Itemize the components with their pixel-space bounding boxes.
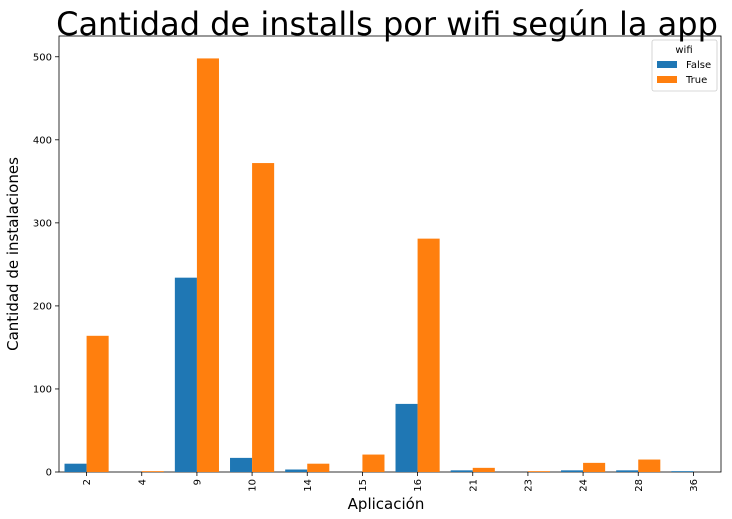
bar-true-9 bbox=[196, 58, 219, 473]
x-tick-label: 15 bbox=[358, 479, 369, 492]
bars-group bbox=[64, 58, 694, 473]
bar-true-14 bbox=[307, 463, 330, 472]
legend-label-true: True bbox=[685, 75, 707, 86]
x-axis: 2 4 9 10 14 15 16 21 23 24 28 36 bbox=[82, 472, 700, 492]
x-tick-label: 4 bbox=[137, 479, 148, 485]
x-tick-label: 23 bbox=[523, 479, 534, 492]
x-axis-label: Aplicación bbox=[348, 495, 425, 513]
x-tick-label: 21 bbox=[468, 479, 479, 492]
y-tick-label: 300 bbox=[33, 218, 52, 229]
legend-label-false: False bbox=[686, 60, 711, 71]
bar-true-10 bbox=[252, 163, 275, 472]
y-tick-label: 200 bbox=[33, 301, 52, 312]
y-tick-label: 400 bbox=[33, 135, 52, 146]
bar-false-10 bbox=[230, 457, 253, 472]
y-tick-label: 0 bbox=[46, 468, 52, 479]
x-tick-label: 14 bbox=[303, 479, 314, 492]
bar-true-16 bbox=[417, 238, 440, 472]
x-tick-label: 36 bbox=[689, 479, 700, 492]
bar-false-28 bbox=[616, 470, 639, 472]
bar-true-4 bbox=[141, 471, 164, 472]
bar-true-23 bbox=[527, 471, 550, 472]
bar-false-16 bbox=[395, 403, 418, 472]
bar-true-21 bbox=[472, 467, 495, 472]
x-tick-label: 16 bbox=[413, 479, 424, 492]
x-tick-label: 24 bbox=[579, 479, 590, 492]
bar-true-15 bbox=[362, 454, 385, 472]
legend-swatch-false bbox=[657, 61, 677, 68]
chart-title: Cantidad de installs por wifi según la a… bbox=[56, 5, 718, 43]
plot-area bbox=[58, 35, 722, 473]
x-tick-label: 10 bbox=[248, 479, 259, 492]
bar-false-2 bbox=[64, 463, 87, 472]
y-axis: 0 100 200 300 400 500 bbox=[33, 52, 59, 479]
bar-false-14 bbox=[285, 469, 308, 472]
bar-true-28 bbox=[638, 459, 661, 472]
x-tick-label: 28 bbox=[634, 479, 645, 492]
bar-false-21 bbox=[450, 470, 473, 472]
y-tick-label: 500 bbox=[33, 52, 52, 63]
x-tick-label: 2 bbox=[82, 479, 93, 485]
y-tick-label: 100 bbox=[33, 384, 52, 395]
legend: wifi False True bbox=[651, 39, 718, 92]
y-axis-label: Cantidad de instalaciones bbox=[4, 157, 22, 351]
x-tick-label: 9 bbox=[192, 479, 203, 485]
bar-true-2 bbox=[86, 335, 109, 472]
legend-title: wifi bbox=[675, 45, 692, 56]
bar-true-24 bbox=[583, 462, 606, 472]
legend-swatch-true bbox=[657, 76, 677, 83]
bar-false-24 bbox=[561, 470, 584, 472]
bar-false-36 bbox=[671, 471, 694, 472]
bar-false-9 bbox=[174, 277, 197, 472]
